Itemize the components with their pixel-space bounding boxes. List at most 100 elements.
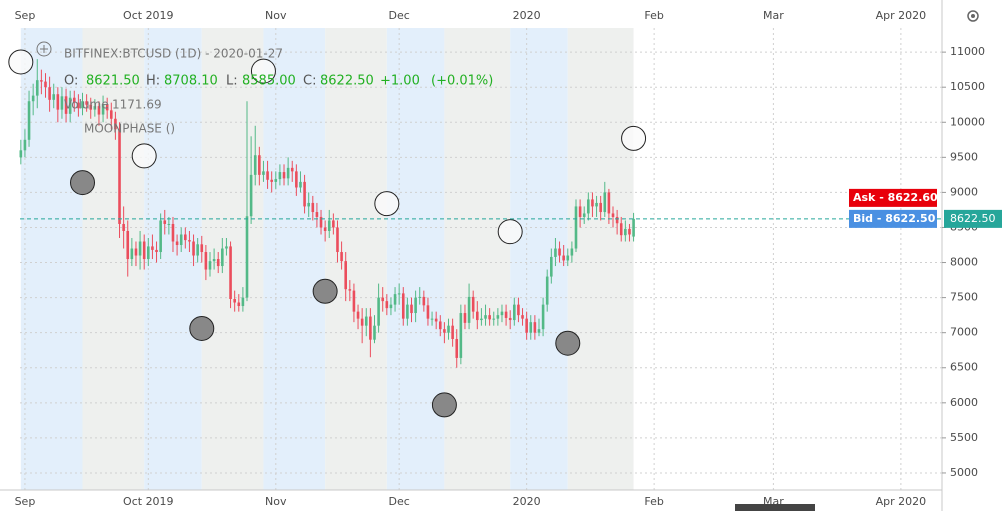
candle-body: [348, 289, 352, 291]
candle-body: [434, 318, 438, 322]
l-value: 8585.00: [242, 74, 296, 89]
candle-body: [266, 171, 269, 180]
candle-body: [56, 94, 60, 110]
full-moon: [8, 49, 34, 75]
waxing-band: [444, 28, 511, 490]
candle-body: [72, 97, 76, 103]
x-tick-label: Feb: [644, 495, 663, 508]
x-tick-label-top: Sep: [15, 9, 36, 22]
candle-body: [352, 290, 356, 312]
candle-body: [389, 304, 393, 309]
candle-body: [101, 104, 105, 115]
candle-body: [332, 220, 335, 228]
candle-body: [406, 304, 409, 319]
candle-body: [463, 313, 467, 323]
candle-body: [611, 213, 615, 217]
waning-band: [20, 28, 83, 490]
bid-label: Bid - 8622.50: [853, 212, 936, 225]
candle-body: [344, 261, 348, 290]
candle-body: [200, 244, 204, 253]
new-moon: [555, 330, 581, 356]
candle-body: [196, 244, 199, 256]
candle-body: [93, 106, 97, 110]
x-tick-label: 2020: [513, 495, 541, 508]
candle-body: [138, 241, 142, 256]
ask-box: [849, 188, 937, 207]
candle-body: [537, 329, 541, 333]
x-tick-label-top: Dec: [389, 9, 410, 22]
c-value: 8622.50: [320, 74, 374, 89]
x-tick-label: Nov: [265, 495, 287, 508]
candle-body: [562, 255, 565, 261]
candle-body: [578, 206, 582, 217]
ask-label: Ask - 8622.60: [853, 191, 938, 204]
waning-band: [510, 28, 568, 490]
x-tick-label: Sep: [15, 495, 36, 508]
candle-body: [40, 80, 43, 82]
candle-body: [307, 202, 310, 207]
candle-body: [459, 313, 463, 358]
x-tick-label: Apr 2020: [876, 495, 927, 508]
candle-body: [418, 296, 422, 298]
candle-body: [179, 234, 183, 246]
candle-body: [229, 246, 232, 300]
candle-body: [488, 315, 491, 320]
candle-body: [27, 101, 31, 140]
gear-center: [971, 14, 975, 18]
candle-body: [64, 96, 68, 114]
candle-body: [525, 318, 528, 333]
candle-body: [48, 87, 51, 100]
o-value: 8621.50: [86, 74, 140, 89]
candle-body: [77, 102, 80, 109]
candle-body: [31, 95, 35, 102]
candle-body: [628, 228, 631, 235]
candle-body: [35, 80, 39, 96]
candle-body: [327, 220, 331, 231]
x-tick-label-top: Nov: [265, 9, 287, 22]
candle-body: [369, 316, 372, 340]
scroll-bar[interactable]: [735, 504, 815, 511]
x-tick-label: Oct 2019: [123, 495, 174, 508]
h-value: 8708.10: [164, 74, 218, 89]
candle-body: [184, 234, 187, 241]
candle-body: [290, 167, 294, 172]
candle-body: [624, 228, 627, 236]
candle-body: [175, 241, 179, 246]
candle-body: [447, 325, 450, 333]
change-pct: (+0.01%): [431, 74, 493, 89]
candle-body: [19, 150, 23, 158]
waxing-band: [82, 28, 145, 490]
new-moon: [70, 170, 96, 196]
candle-body: [471, 296, 475, 312]
candle-body: [356, 311, 360, 319]
candle-body: [253, 155, 257, 175]
candle-body: [587, 199, 590, 214]
candle-body: [159, 220, 162, 253]
candle-body: [545, 276, 549, 305]
candle-body: [147, 246, 150, 260]
new-moon: [312, 278, 338, 304]
y-tick-label: 7500: [950, 291, 978, 304]
new-moon: [431, 392, 457, 418]
volume-label: Volume: [64, 98, 109, 112]
candle-body: [323, 227, 327, 231]
candle-body: [163, 220, 167, 224]
candle-body: [480, 318, 483, 321]
candle-body: [85, 101, 88, 105]
candle-body: [422, 296, 426, 306]
y-tick-label: 9500: [950, 150, 978, 163]
candle-body: [397, 293, 401, 295]
candle-body: [393, 294, 397, 305]
candle-body: [500, 311, 504, 316]
candle-body: [492, 318, 496, 320]
c-label: C:: [303, 74, 316, 89]
settings-icon[interactable]: [967, 10, 979, 22]
candle-body: [282, 172, 286, 179]
candle-body: [60, 96, 64, 110]
gear[interactable]: [967, 10, 979, 22]
candle-body: [319, 216, 323, 228]
add-icon[interactable]: [36, 41, 52, 57]
waning-band: [386, 28, 445, 490]
candle-body: [171, 223, 175, 242]
full-moon: [374, 191, 400, 217]
